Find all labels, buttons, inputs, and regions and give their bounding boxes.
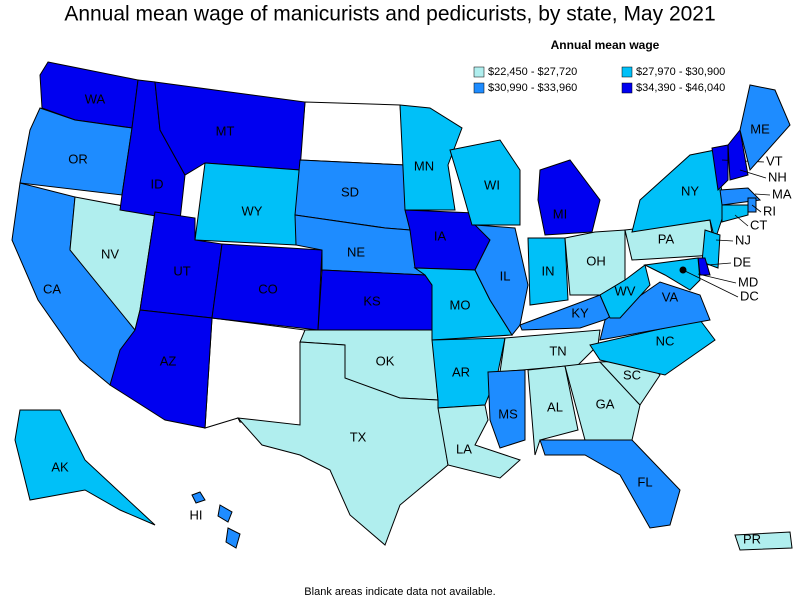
state-label: OK <box>376 353 395 368</box>
state <box>519 294 611 331</box>
leader-line <box>697 273 737 284</box>
state <box>14 409 156 526</box>
state-label: MD <box>738 274 758 289</box>
state <box>701 229 721 269</box>
legend-swatch <box>621 82 633 94</box>
legend-label: $27,970 - $30,900 <box>636 66 725 78</box>
state <box>437 404 521 479</box>
state-label: WY <box>242 203 263 218</box>
state <box>739 84 791 172</box>
state <box>109 309 213 429</box>
state-label: SD <box>341 184 359 199</box>
state-label: NY <box>681 183 699 198</box>
state <box>217 504 233 523</box>
legend-swatch <box>473 82 485 94</box>
state-label: MI <box>553 206 567 221</box>
state-label: TX <box>350 429 367 444</box>
state-label: WI <box>484 177 500 192</box>
footnote: Blank areas indicate data not available. <box>304 586 495 598</box>
state-label: ID <box>151 176 164 191</box>
state-label: UT <box>173 263 190 278</box>
state-label: KS <box>363 293 381 308</box>
state-label: MT <box>216 123 235 138</box>
state-blank <box>204 317 306 429</box>
leader-line <box>682 269 739 298</box>
state <box>236 341 449 546</box>
state-label: TN <box>549 343 566 358</box>
state-label: CA <box>43 281 61 296</box>
state-label: MN <box>414 158 434 173</box>
state-label: NH <box>768 169 787 184</box>
state-label: HI <box>190 507 203 522</box>
state-label: CT <box>750 217 767 232</box>
legend-swatch <box>621 66 633 78</box>
state-label: NV <box>101 246 119 261</box>
legend-label: $34,390 - $46,040 <box>636 82 725 94</box>
state <box>537 159 601 236</box>
state-label: ME <box>750 121 770 136</box>
state <box>499 329 601 373</box>
state-label: OR <box>68 151 88 166</box>
state <box>631 149 726 242</box>
leader-line <box>751 204 762 213</box>
leader-line <box>739 169 767 179</box>
leader-line <box>754 193 771 196</box>
state-label: WA <box>85 91 106 106</box>
state-label: AK <box>51 459 69 474</box>
state <box>711 144 729 192</box>
leader-line <box>715 239 734 242</box>
state-label: DC <box>740 288 759 303</box>
state-label: MS <box>498 406 518 421</box>
legend-label: $30,990 - $33,960 <box>488 82 577 94</box>
state-label: WV <box>615 283 636 298</box>
leader-line <box>706 262 732 266</box>
state <box>599 264 651 319</box>
state <box>527 365 579 456</box>
state-label: FL <box>637 474 652 489</box>
state <box>539 439 681 529</box>
legend-swatch <box>473 66 485 78</box>
state <box>449 139 521 226</box>
state-label: CO <box>258 281 278 296</box>
state-label: PA <box>658 231 675 246</box>
state-label: AL <box>547 399 563 414</box>
state-label: NC <box>656 333 675 348</box>
state-label: AZ <box>160 353 177 368</box>
state-label: VA <box>662 289 679 304</box>
state <box>599 281 711 341</box>
state-label: DE <box>733 254 751 269</box>
state <box>643 257 701 291</box>
state-label: AR <box>452 364 470 379</box>
state <box>225 527 241 549</box>
state-label: MA <box>772 186 792 201</box>
state-label: IA <box>434 228 447 243</box>
state <box>734 531 793 551</box>
state-label: PR <box>743 531 761 546</box>
leader-line <box>734 214 749 227</box>
state-label: GA <box>596 396 615 411</box>
state-label: KY <box>571 305 589 320</box>
legend-title: Annual mean wage <box>551 38 660 52</box>
map-title: Annual mean wage of manicurists and pedi… <box>64 3 715 26</box>
state <box>527 237 569 306</box>
state <box>721 204 749 223</box>
state-label: NJ <box>735 232 751 247</box>
state-label: RI <box>763 203 776 218</box>
state-label: MO <box>450 297 471 312</box>
state <box>191 491 206 504</box>
state-label: SC <box>623 367 641 382</box>
legend-label: $22,450 - $27,720 <box>488 66 577 78</box>
state-label: IN <box>542 263 555 278</box>
state <box>487 369 526 449</box>
state-label: VT <box>766 153 783 168</box>
state-label: IL <box>500 268 511 283</box>
state <box>564 361 641 441</box>
state-label: LA <box>456 441 472 456</box>
state-label: OH <box>586 253 606 268</box>
state-blank <box>299 101 406 166</box>
state <box>727 128 749 181</box>
state-label: NE <box>347 244 365 259</box>
state <box>473 224 529 336</box>
